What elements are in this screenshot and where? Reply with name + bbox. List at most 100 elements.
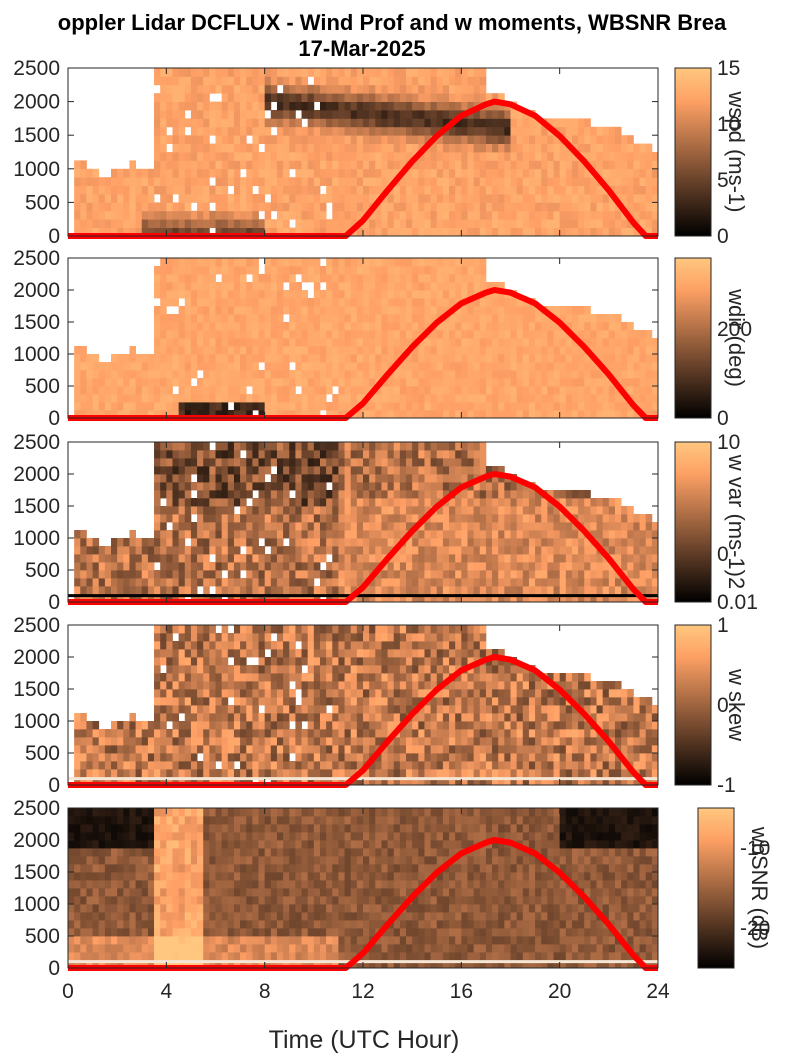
heatmap-cell (455, 458, 462, 467)
heatmap-cell (399, 570, 407, 579)
heatmap-cell (430, 160, 438, 170)
heatmap-cell (473, 322, 481, 331)
heatmap-cell (639, 530, 647, 539)
heatmap-cell (363, 202, 370, 212)
heatmap-cell (559, 378, 567, 387)
heatmap-cell (160, 93, 167, 102)
heatmap-cell (547, 394, 554, 403)
heatmap-cell (319, 378, 327, 387)
heatmap-cell (639, 194, 647, 203)
heatmap-cell (221, 474, 229, 483)
heatmap-cell (602, 338, 610, 347)
heatmap-cell (356, 466, 364, 475)
heatmap-cell (123, 546, 130, 555)
heatmap-cell (276, 442, 284, 451)
heatmap-cell (645, 185, 653, 195)
heatmap-cell (369, 578, 376, 587)
heatmap-cell (510, 160, 518, 170)
heatmap-cell (461, 346, 468, 355)
heatmap-cell (270, 410, 278, 419)
heatmap-cell (233, 266, 241, 275)
heatmap-cell (178, 466, 186, 475)
heatmap-cell (492, 410, 499, 419)
heatmap-cell (584, 152, 591, 161)
heatmap-cell (313, 152, 321, 161)
heatmap-cell (332, 482, 339, 491)
heatmap-cell (541, 546, 548, 555)
heatmap-cell (578, 160, 585, 170)
heatmap-cell (190, 458, 198, 467)
heatmap-cell (307, 562, 315, 571)
heatmap-cell (276, 101, 284, 111)
heatmap-cell (590, 194, 597, 203)
heatmap-cell (522, 306, 530, 315)
heatmap-cell (541, 219, 548, 228)
heatmap-cell (442, 118, 450, 128)
heatmap-cell (516, 578, 524, 587)
heatmap-cell (578, 594, 585, 603)
heatmap-cell (233, 290, 241, 299)
heatmap-cell (479, 160, 487, 170)
heatmap-cell (596, 322, 604, 331)
heatmap-cell (154, 578, 161, 587)
heatmap-cell (473, 546, 481, 555)
heatmap-cell (430, 538, 438, 547)
heatmap-cell (240, 506, 247, 515)
heatmap-cell (332, 458, 339, 467)
heatmap-cell (319, 152, 327, 161)
heatmap-cell (289, 498, 296, 507)
heatmap-cell (547, 362, 554, 371)
heatmap-cell (436, 514, 444, 523)
heatmap-cell (283, 266, 290, 275)
heatmap-cell (393, 118, 401, 128)
heatmap-cell (492, 482, 499, 491)
heatmap-cell (332, 76, 339, 86)
heatmap-cell (203, 185, 210, 195)
heatmap-cell (461, 84, 468, 94)
heatmap-cell (473, 152, 481, 161)
heatmap-cell (455, 378, 462, 387)
heatmap-cell (98, 210, 106, 220)
heatmap-cell (215, 402, 223, 411)
heatmap-cell (547, 194, 554, 203)
heatmap-cell (98, 202, 106, 212)
heatmap-cell (215, 466, 223, 475)
heatmap-cell (412, 258, 419, 267)
heatmap-cell (418, 594, 425, 603)
heatmap-cell (406, 322, 413, 331)
heatmap-cell (160, 761, 167, 770)
heatmap-cell (326, 177, 333, 186)
heatmap-cell (215, 160, 223, 170)
heatmap-cell (363, 227, 370, 237)
heatmap-cell (596, 168, 604, 178)
heatmap-cell (326, 522, 333, 531)
heatmap-cell (276, 466, 284, 475)
heatmap-cell (221, 185, 229, 195)
heatmap-cell (209, 76, 216, 86)
heatmap-cell (424, 402, 432, 411)
heatmap-cell (233, 410, 241, 419)
heatmap-cell (264, 466, 272, 475)
heatmap-cell (541, 314, 548, 323)
heatmap-cell (319, 514, 327, 523)
heatmap-cell (154, 346, 161, 355)
heatmap-cell (221, 562, 229, 571)
heatmap-cell (590, 498, 597, 507)
heatmap-cell (313, 410, 321, 419)
heatmap-cell (485, 410, 493, 419)
heatmap-cell (492, 378, 499, 387)
heatmap-cell (418, 266, 425, 275)
heatmap-cell (209, 490, 216, 499)
heatmap-cell (233, 68, 241, 77)
heatmap-cell (233, 306, 241, 315)
heatmap-cell (258, 506, 266, 515)
heatmap-cell (645, 346, 653, 355)
heatmap-cell (190, 410, 198, 419)
heatmap-cell (197, 458, 204, 467)
heatmap-cell (596, 227, 604, 237)
heatmap-cell (98, 227, 106, 237)
heatmap-cell (350, 586, 358, 595)
heatmap-cell (393, 101, 401, 111)
heatmap-cell (264, 402, 272, 411)
